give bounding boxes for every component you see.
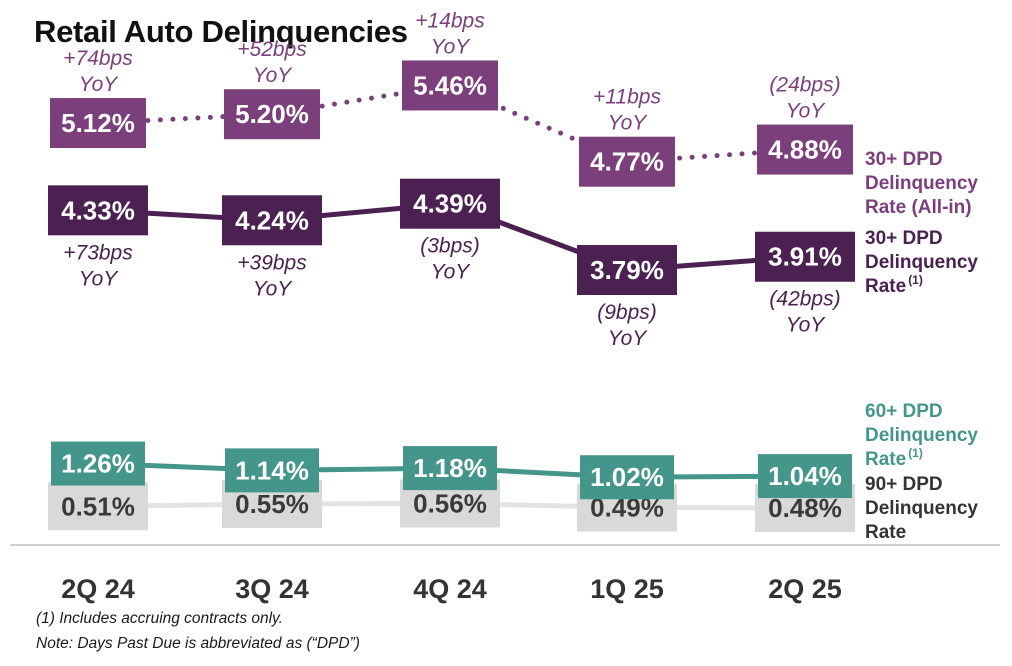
data-box-all-in [579,136,675,187]
legend-label: Delinquency [865,252,978,273]
yoy-annotation-all-in: +14bps [415,9,485,32]
data-label-all-in: 5.12% [61,108,135,138]
yoy-annotation-30dpd: (3bps) [420,235,480,258]
data-box-30dpd [755,231,855,282]
data-box-30dpd [577,245,677,295]
legend-footnote-marker: (1) [908,273,923,287]
data-label-60dpd: 1.04% [768,461,842,491]
data-box-30dpd [222,195,322,246]
data-label-60dpd: 1.26% [61,449,135,479]
legend-label: Rate (1) [865,273,923,297]
yoy-annotations: +74bps YoY +73bps YoY +52bps YoY +39bps YoY +14b… [63,9,840,350]
data-label-60dpd: 1.02% [590,462,664,492]
yoy-annotation-30dpd: YoY [253,277,294,300]
data-label-all-in: 5.46% [413,70,487,100]
yoy-annotation-all-in: YoY [79,73,120,96]
legend-label: Rate [865,522,906,543]
data-box-90dpd [48,482,148,531]
legend-label: 90+ DPD [865,474,943,495]
yoy-annotation-all-in: YoY [786,100,827,123]
yoy-annotation-30dpd: YoY [608,327,649,350]
x-axis: 2Q 24 3Q 24 4Q 24 1Q 25 2Q 25 [10,544,1000,604]
legend-label: Delinquency [865,498,978,519]
data-label-30dpd: 4.33% [61,195,135,225]
data-box-all-in [50,98,146,149]
footnote-2: Note: Days Past Due is abbreviated as (“… [36,635,360,652]
legend-label: 30+ DPD [865,228,943,249]
yoy-annotation-all-in: (24bps) [769,74,840,97]
legend-label: 30+ DPD [865,149,943,170]
yoy-annotation-30dpd: +39bps [237,251,307,274]
data-label-all-in: 4.88% [768,135,842,165]
data-box-60dpd [51,441,145,486]
data-label-30dpd: 3.79% [590,255,664,285]
yoy-annotation-all-in: +11bps [593,86,661,109]
data-box-all-in [757,124,853,175]
data-label-all-in: 4.77% [590,147,664,177]
x-tick-label: 2Q 25 [768,574,842,604]
yoy-annotation-30dpd: YoY [786,314,827,337]
x-tick-label: 1Q 25 [590,574,664,604]
data-label-30dpd: 4.24% [235,205,309,235]
x-tick-label: 3Q 24 [235,574,309,604]
data-box-all-in [402,60,498,111]
legend-footnote-marker: (1) [908,446,923,460]
legend-label: Delinquency [865,425,978,446]
data-box-60dpd [758,454,852,499]
data-label-all-in: 5.20% [235,99,309,129]
data-box-60dpd [225,448,319,493]
data-box-all-in [224,89,320,140]
yoy-annotation-all-in: YoY [431,35,472,58]
legend-label: Delinquency [865,173,978,194]
data-label-90dpd: 0.56% [413,488,487,518]
data-label-90dpd: 0.55% [235,489,309,519]
x-tick-label: 4Q 24 [413,574,487,604]
data-label-60dpd: 1.14% [235,455,309,485]
data-label-60dpd: 1.18% [413,453,487,483]
yoy-annotation-30dpd: +73bps [63,241,133,264]
legend-label: 60+ DPD [865,401,943,422]
yoy-annotation-30dpd: (9bps) [597,301,657,324]
chart-title: Retail Auto Delinquencies [34,14,408,49]
yoy-annotation-30dpd: YoY [431,261,472,284]
yoy-annotation-all-in: +52bps [237,38,307,61]
data-label-30dpd: 3.91% [768,242,842,272]
data-label-30dpd: 4.39% [413,189,487,219]
yoy-annotation-all-in: +74bps [63,47,133,70]
yoy-annotation-all-in: YoY [608,112,649,135]
data-box-30dpd [400,178,500,229]
data-box-60dpd [580,455,674,500]
footnote-1: (1) Includes accruing contracts only. [36,610,283,627]
yoy-annotation-30dpd: (42bps) [769,288,840,311]
yoy-annotation-30dpd: YoY [79,267,120,290]
data-box-60dpd [403,446,497,491]
series-boxes: 0.51% 0.55% 0.56% 0.49% 0.48%1.26% 1.14% 1.18%… [48,60,855,532]
legend-label: Rate (All-in) [865,197,972,218]
data-label-90dpd: 0.51% [61,491,135,521]
x-tick-label: 2Q 24 [61,574,135,604]
legend: 30+ DPD Delinquency Rate (All-in) 30+ DPD De… [865,149,978,543]
yoy-annotation-all-in: YoY [253,64,294,87]
legend-label: Rate (1) [865,446,923,470]
data-box-30dpd [48,185,148,236]
series-lines [95,83,808,511]
